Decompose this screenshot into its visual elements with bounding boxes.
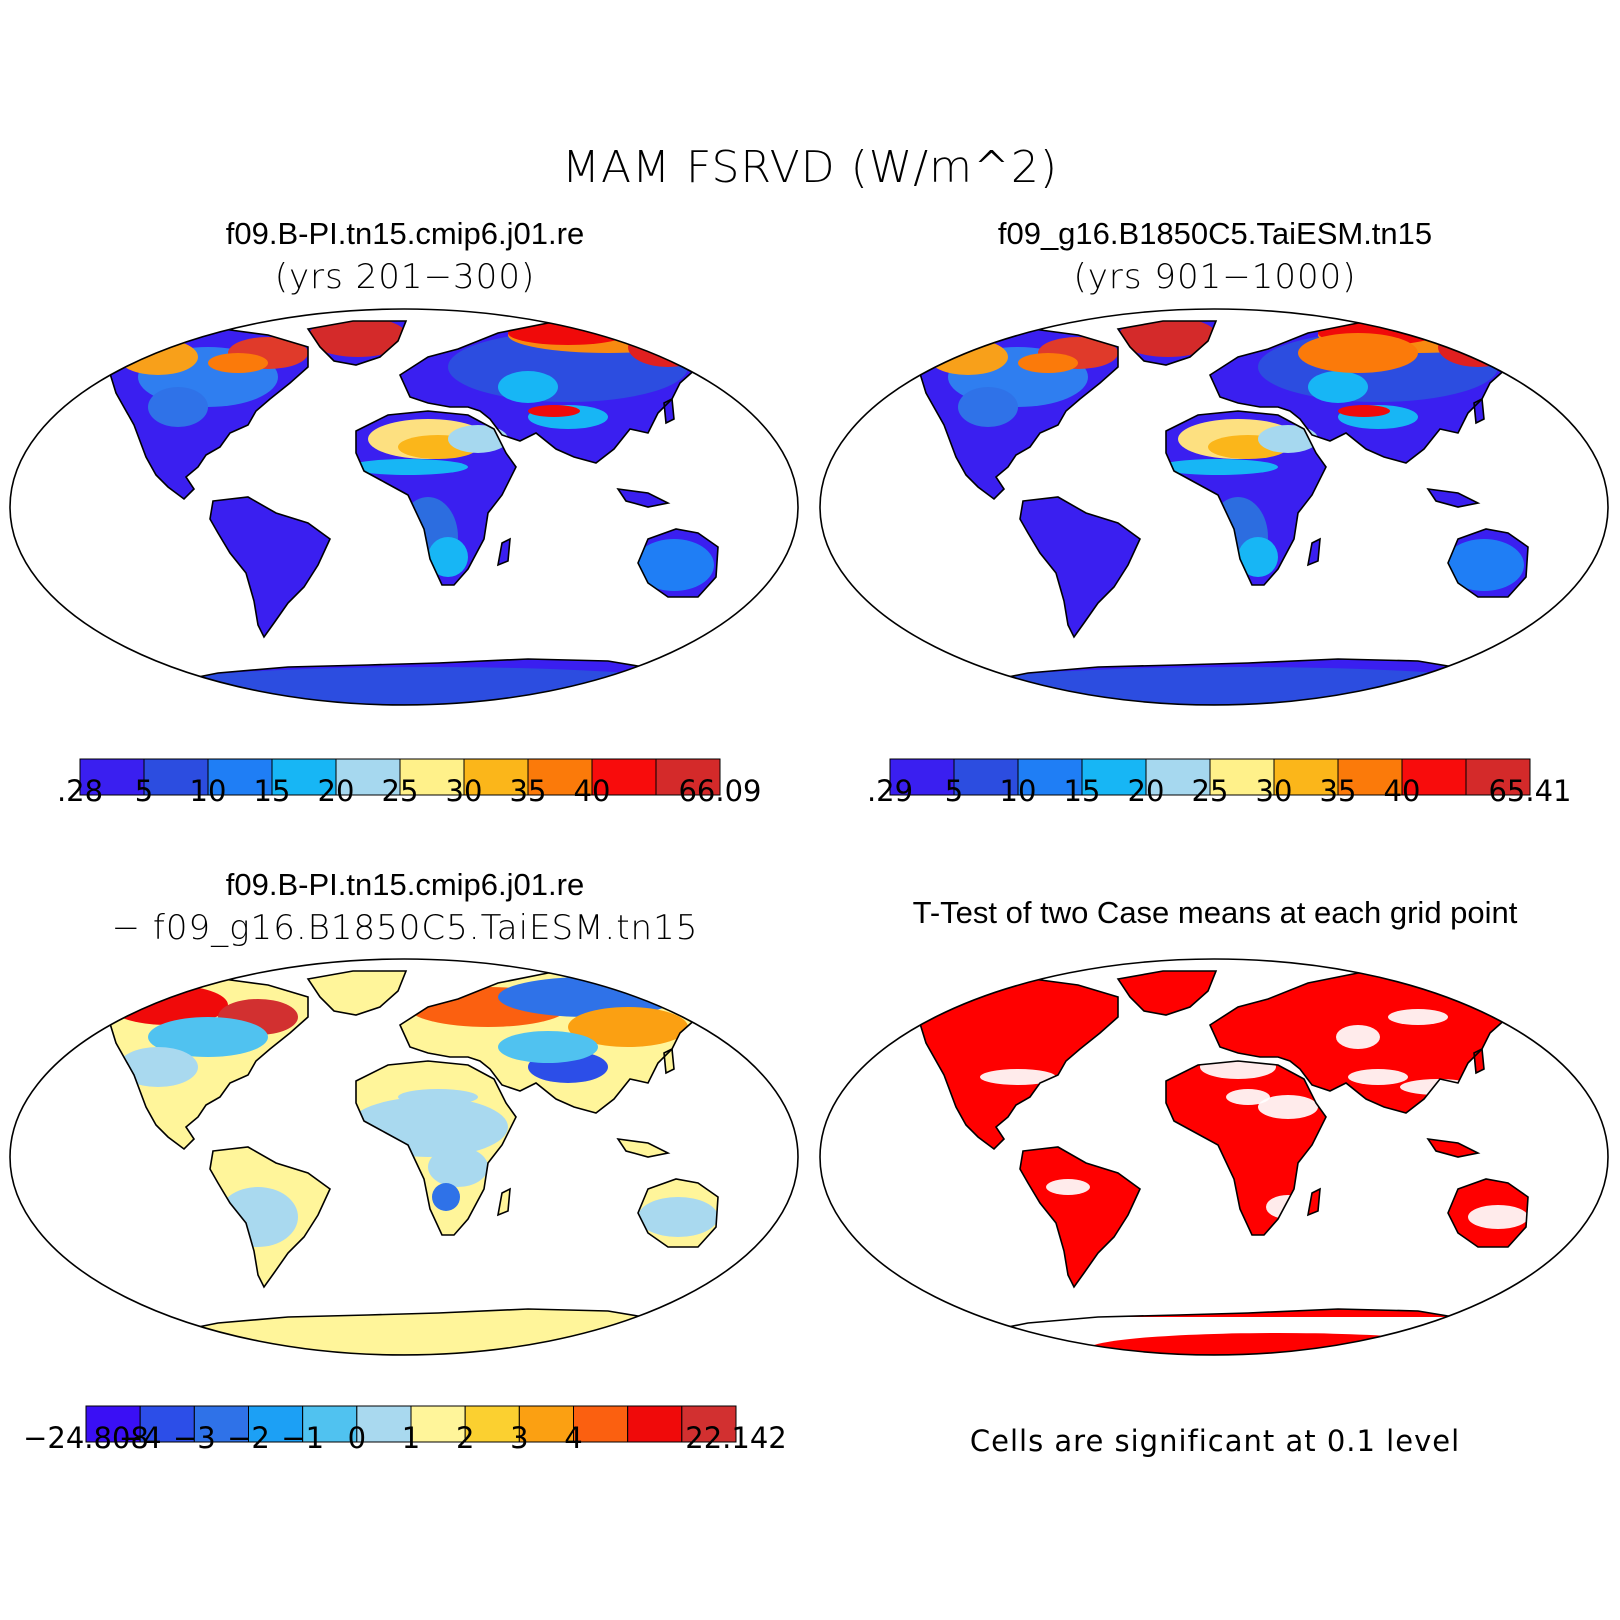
colorbar-tick-label: 1 xyxy=(402,1421,420,1455)
colorbar-tick-label: 20 xyxy=(318,774,355,808)
colorbar-swatch xyxy=(655,758,721,796)
panel2-subtitle: (yrs 901−1000) xyxy=(1073,257,1357,297)
colorbar-tick-label: .29 xyxy=(867,774,913,808)
colorbar-swatch xyxy=(573,1405,629,1443)
colorbar-swatch xyxy=(248,1405,304,1443)
panel1-title: f09.B-PI.tn15.cmip6.j01.re xyxy=(225,216,585,251)
land-nz xyxy=(1574,1239,1586,1261)
colorbar-swatch xyxy=(271,758,337,796)
colorbar-tick-label: 35 xyxy=(510,774,547,808)
colorbar-tick-label: −2 xyxy=(227,1421,270,1455)
colorbar-difference: −24.808 −4 −3 −2 −1 0 1 2 3 4 22.142 xyxy=(0,1402,810,1477)
map-border xyxy=(9,958,799,1356)
colorbar-swatch xyxy=(527,758,593,796)
colorbar-tick-label: 15 xyxy=(1064,774,1101,808)
colorbar-tick-label: 40 xyxy=(574,774,611,808)
colorbar-swatch xyxy=(356,1405,412,1443)
colorbar-swatch xyxy=(953,758,1019,796)
colorbar-swatch xyxy=(1465,758,1531,796)
colorbar-tick-label: 10 xyxy=(1000,774,1037,808)
land-greenland xyxy=(308,971,406,1015)
panel3-title: f09.B-PI.tn15.cmip6.j01.re xyxy=(225,867,585,902)
colorbar-swatch xyxy=(1081,758,1147,796)
land-indonesia xyxy=(1428,1139,1478,1157)
colorbar-tick-label: .28 xyxy=(57,774,103,808)
land-indonesia xyxy=(618,489,668,507)
panel1-subtitle: (yrs 201−300) xyxy=(274,257,536,297)
colorbar-tick-label: 25 xyxy=(1192,774,1229,808)
colorbar-tick-label: 5 xyxy=(135,774,153,808)
colorbar-tick-label: −4 xyxy=(119,1421,162,1455)
colorbar-swatch xyxy=(335,758,401,796)
colorbar-tick-label: 35 xyxy=(1320,774,1357,808)
colorbar-tick-label: 15 xyxy=(254,774,291,808)
colorbar-tick-label: −1 xyxy=(281,1421,324,1455)
land-madagascar xyxy=(498,1189,510,1215)
colorbar-swatch xyxy=(85,1405,141,1443)
land-madagascar xyxy=(1308,1189,1320,1215)
colorbar-swatch xyxy=(464,1405,520,1443)
panel4-title: T-Test of two Case means at each grid po… xyxy=(912,895,1518,930)
colorbar-swatch xyxy=(410,1405,466,1443)
colorbar-swatch xyxy=(139,1405,195,1443)
colorbar-tick-label: 20 xyxy=(1128,774,1165,808)
map-difference xyxy=(8,957,800,1357)
map-border xyxy=(9,308,799,706)
land-greenland xyxy=(1118,971,1216,1015)
land-nz xyxy=(764,589,776,611)
map-case1 xyxy=(8,307,800,707)
land-antarctica xyxy=(158,1309,698,1355)
colorbar-swatch xyxy=(399,758,465,796)
map-ttest xyxy=(818,957,1610,1357)
land-southAmerica xyxy=(1020,497,1140,637)
colorbar-tick-label: 4 xyxy=(564,1421,582,1455)
significance-note: Cells are significant at 0.1 level xyxy=(969,1424,1461,1458)
colorbar-case2: .29 5 10 15 20 25 30 35 40 65.41 xyxy=(810,755,1620,830)
land-nz xyxy=(764,1239,776,1261)
land-northAmerica xyxy=(918,979,1118,1149)
colorbar-swatch xyxy=(79,758,145,796)
colorbar-swatch xyxy=(518,1405,574,1443)
figure-title: MAM FSRVD (W/m^2) xyxy=(562,142,1058,193)
colorbar-swatch xyxy=(1401,758,1467,796)
map-border xyxy=(819,308,1609,706)
colorbar-tick-label: 0 xyxy=(348,1421,366,1455)
colorbar-tick-label: 25 xyxy=(382,774,419,808)
colorbar-swatch xyxy=(1017,758,1083,796)
colorbar-tick-label: 30 xyxy=(446,774,483,808)
colorbar-tick-label: −24.808 xyxy=(23,1421,149,1455)
colorbar-swatch xyxy=(302,1405,358,1443)
land-indonesia xyxy=(1428,489,1478,507)
land-madagascar xyxy=(1308,539,1320,565)
colorbar-tick-label: 5 xyxy=(945,774,963,808)
colorbar-tick-label: 10 xyxy=(190,774,227,808)
colorbar-tick-label: −3 xyxy=(173,1421,216,1455)
map-case2 xyxy=(818,307,1610,707)
land-madagascar xyxy=(498,539,510,565)
land-africa xyxy=(1166,1061,1326,1235)
colorbar-case1: .28 5 10 15 20 25 30 35 40 66.09 xyxy=(0,755,810,830)
colorbar-swatch xyxy=(193,1405,249,1443)
colorbar-tick-label: 66.09 xyxy=(678,774,761,808)
colorbar-tick-label: 40 xyxy=(1384,774,1421,808)
colorbar-tick-label: 2 xyxy=(456,1421,474,1455)
panel3-subtitle: − f09_g16.B1850C5.TaiESM.tn15 xyxy=(111,908,699,948)
land-indonesia xyxy=(618,1139,668,1157)
colorbar-tick-label: 22.142 xyxy=(685,1421,786,1455)
colorbar-swatch xyxy=(681,1405,737,1443)
map-border xyxy=(819,958,1609,1356)
land-southAmerica xyxy=(210,497,330,637)
land-nz xyxy=(1574,589,1586,611)
colorbar-tick-label: 65.41 xyxy=(1488,774,1571,808)
colorbar-tick-label: 30 xyxy=(1256,774,1293,808)
colorbar-swatch xyxy=(1209,758,1275,796)
colorbar-swatch xyxy=(627,1405,683,1443)
colorbar-swatch xyxy=(1337,758,1403,796)
land-southAmerica xyxy=(1020,1147,1140,1287)
panel2-title: f09_g16.B1850C5.TaiESM.tn15 xyxy=(997,216,1433,251)
colorbar-tick-label: 3 xyxy=(510,1421,528,1455)
